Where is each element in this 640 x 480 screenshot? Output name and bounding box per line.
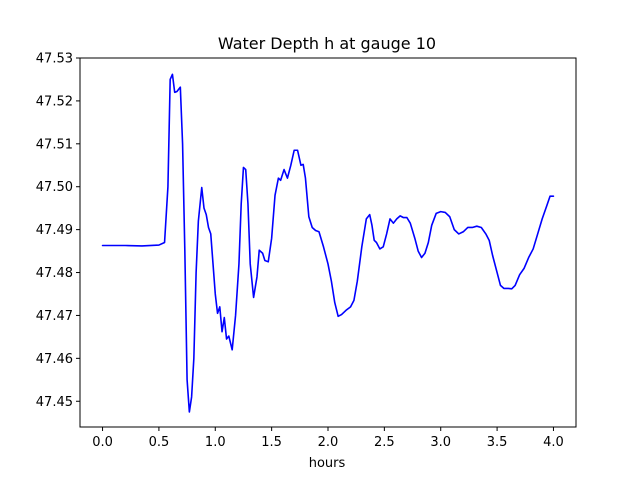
- x-tick-label: 3.5: [487, 435, 508, 450]
- y-tick-label: 47.48: [36, 266, 73, 281]
- series-line-1: [101, 73, 555, 413]
- x-tick-label: 1.5: [261, 435, 282, 450]
- y-tick-label: 47.53: [36, 52, 73, 67]
- y-tick-label: 47.50: [36, 180, 73, 195]
- y-tick-label: 47.49: [36, 223, 73, 238]
- y-tick-label: 47.52: [36, 94, 73, 109]
- chart-title: Water Depth h at gauge 10: [218, 34, 436, 53]
- x-axis-label: hours: [309, 456, 346, 471]
- x-tick-label: 4.0: [543, 435, 564, 450]
- y-tick-label: 47.45: [36, 395, 73, 410]
- y-tick-label: 47.47: [36, 309, 73, 324]
- x-tick-label: 2.0: [318, 435, 339, 450]
- y-tick-label: 47.46: [36, 352, 73, 367]
- x-tick-label: 2.5: [374, 435, 395, 450]
- x-tick-label: 3.0: [430, 435, 451, 450]
- x-tick-label: 1.0: [205, 435, 226, 450]
- y-axis-ticks: 47.45 47.46 47.47 47.48 47.49 47.50 47.51 47.52…: [36, 52, 80, 410]
- x-tick-label: 0.0: [92, 435, 113, 450]
- x-axis-ticks: 0.0 0.5 1.0 1.5 2.0 2.5 3.0 3.5 4.0: [92, 427, 564, 450]
- x-tick-label: 0.5: [149, 435, 170, 450]
- y-tick-label: 47.51: [36, 137, 73, 152]
